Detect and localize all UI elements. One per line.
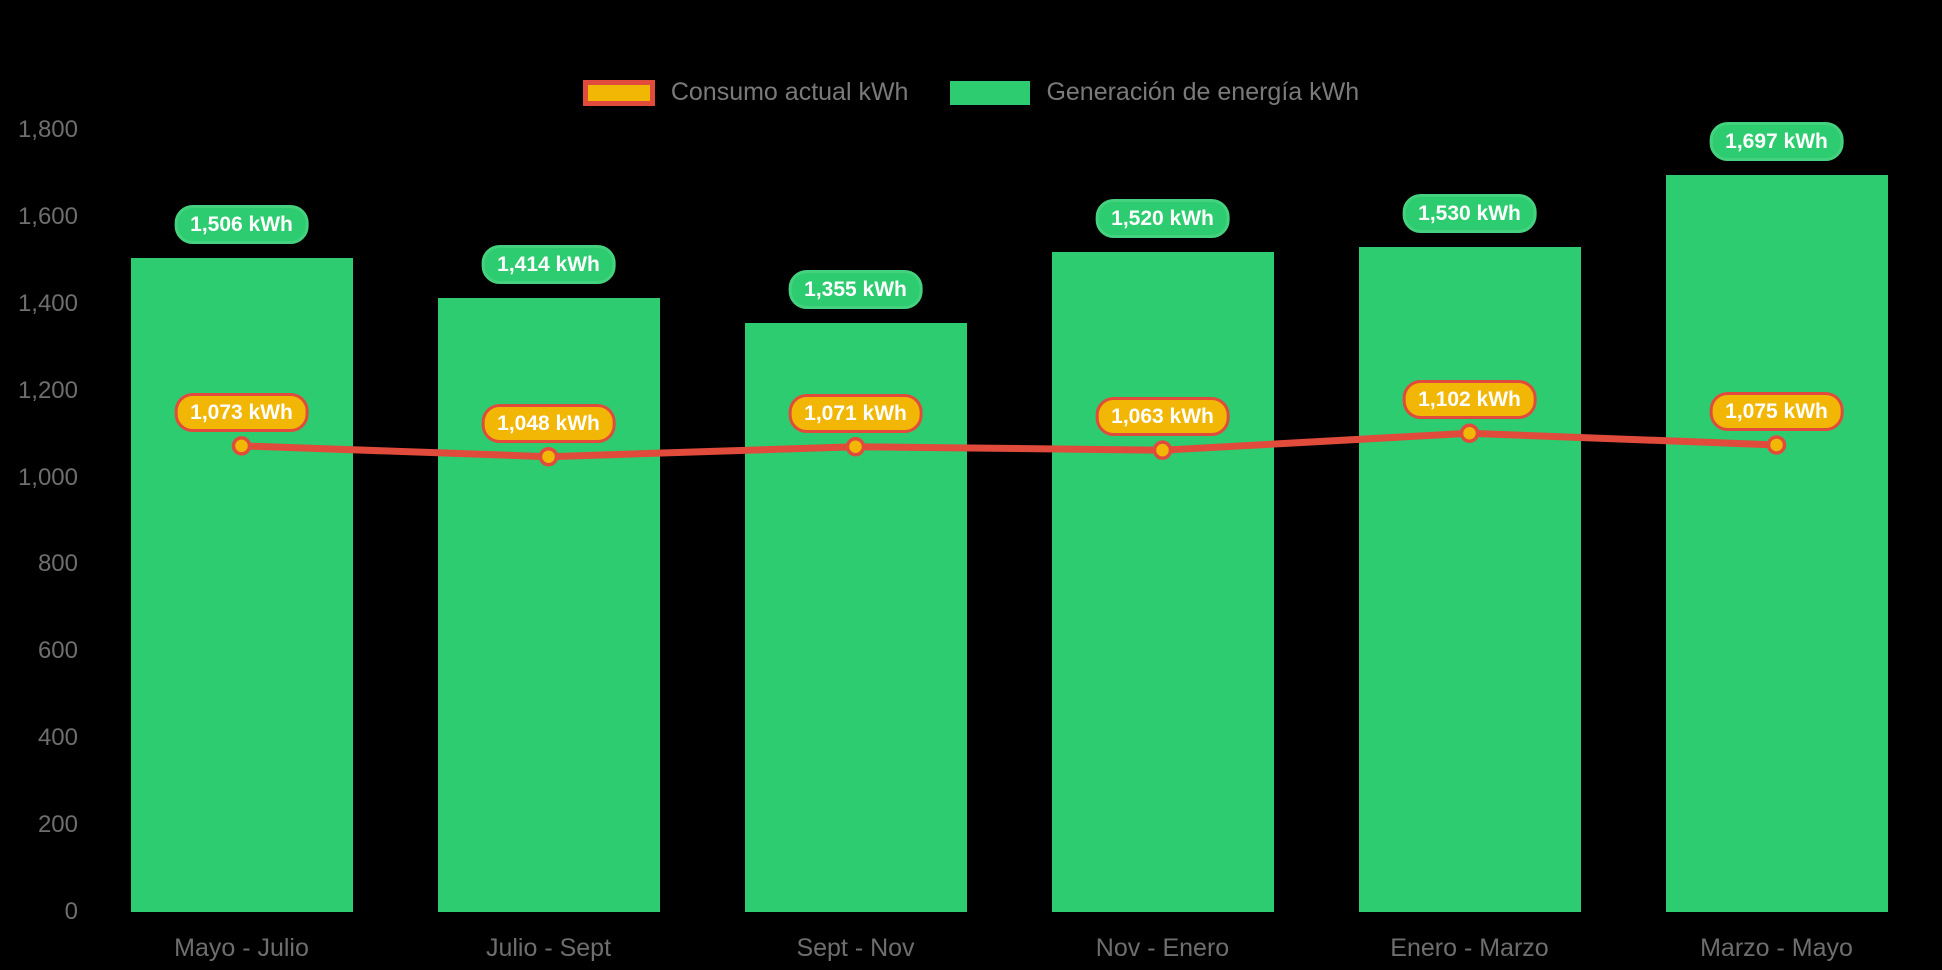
y-axis-label: 600 [37,637,78,665]
x-axis-label: Sept - Nov [796,934,915,962]
x-axis-label: Nov - Enero [1095,934,1230,962]
bar-generacion[interactable] [437,297,660,912]
chart-legend: Consumo actual kWh Generación de energía… [0,78,1942,107]
bar-value-badge: 1,414 kWh [481,244,616,284]
line-value-badge: 1,073 kWh [174,392,309,432]
y-axis-label: 800 [37,550,78,578]
x-axis-label: Marzo - Mayo [1700,934,1853,962]
y-axis-label: 1,600 [17,202,78,230]
bar-value-badge: 1,530 kWh [1402,194,1537,234]
line-point[interactable] [1766,435,1787,455]
legend-item-generacion[interactable]: Generación de energía kWh [950,78,1359,107]
legend-label-consumo: Consumo actual kWh [670,78,909,106]
line-point[interactable] [1459,423,1480,443]
generacion-swatch-icon [950,80,1031,105]
y-axis-label: 400 [37,724,78,752]
line-point[interactable] [1152,440,1173,460]
line-value-badge: 1,102 kWh [1402,380,1537,420]
line-point[interactable] [538,446,559,467]
x-axis-label: Mayo - Julio [174,934,309,962]
legend-label-generacion: Generación de energía kWh [1046,78,1360,106]
y-axis-label: 1,800 [17,116,78,143]
y-axis-label: 1,000 [17,463,78,491]
y-axis-label: 0 [64,898,78,925]
line-value-badge: 1,071 kWh [788,393,923,433]
bar-generacion[interactable] [1358,247,1581,912]
line-value-badge: 1,075 kWh [1709,391,1844,431]
consumo-swatch-icon [582,79,655,106]
consumo-line-path [238,429,1780,461]
bar-value-badge: 1,697 kWh [1709,121,1844,161]
legend-item-consumo[interactable]: Consumo actual kWh [582,78,909,107]
y-axis-label: 200 [37,811,78,839]
bar-value-badge: 1,355 kWh [788,270,923,310]
x-axis-label: Julio - Sept [485,934,612,962]
y-axis-label: 1,400 [17,289,78,317]
bar-generacion[interactable] [1051,251,1274,912]
bar-generacion[interactable] [1665,174,1888,912]
line-point[interactable] [231,436,252,456]
bar-value-badge: 1,520 kWh [1095,198,1230,238]
line-point[interactable] [845,436,866,457]
line-value-badge: 1,048 kWh [481,403,616,443]
line-value-badge: 1,063 kWh [1095,397,1230,437]
bar-value-badge: 1,506 kWh [174,204,309,244]
y-axis-label: 1,200 [17,376,78,404]
bar-generacion[interactable] [130,257,353,912]
x-axis-label: Enero - Marzo [1390,934,1549,962]
